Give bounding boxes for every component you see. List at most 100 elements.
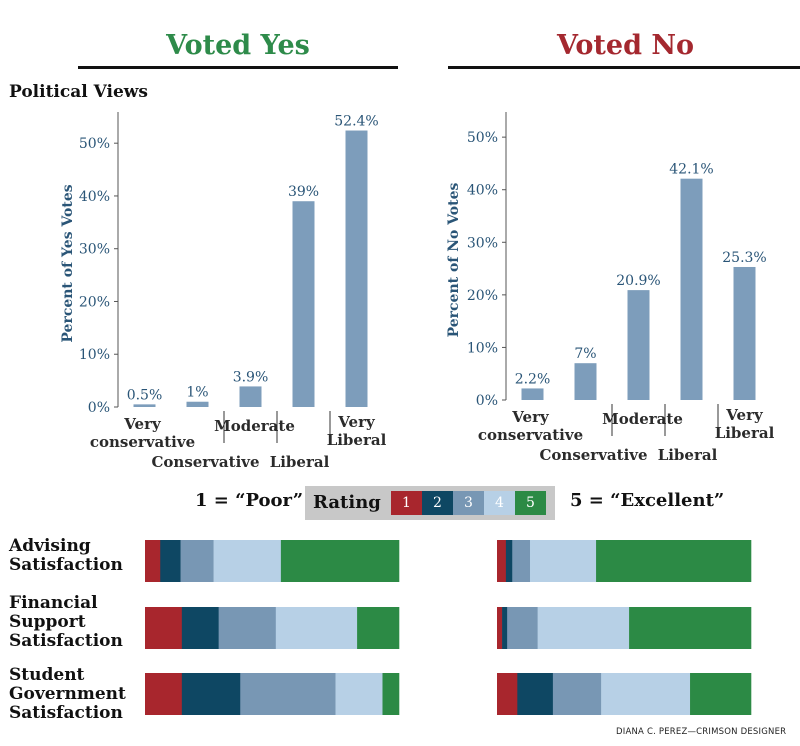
financial-support-satisfaction-label: Financial Support Satisfaction: [9, 593, 123, 651]
stacked-segment-voted-no-financial-support-satisfaction-rating-5: [629, 607, 752, 649]
legend-excellent-label: 5 = “Excellent”: [570, 490, 725, 511]
category-label: Very: [725, 406, 764, 424]
y-axis-label: Percent of Yes Votes: [60, 184, 76, 342]
category-label: Very: [511, 408, 550, 426]
y-tick-label: 30%: [79, 242, 110, 258]
category-label: Very: [123, 415, 162, 433]
rating-swatch-3: 3: [453, 491, 484, 515]
stacked-segment-voted-yes-advising-satisfaction-rating-2: [160, 540, 181, 582]
voted-no-heading: Voted No: [556, 30, 695, 61]
bar-very-liberal: [733, 266, 756, 400]
stacked-segment-voted-no-financial-support-satisfaction-rating-2: [502, 607, 508, 649]
stacked-segment-voted-yes-student-government-satisfaction-rating-4: [335, 673, 383, 715]
bar-moderate: [239, 386, 262, 407]
stacked-segment-voted-no-financial-support-satisfaction-rating-4: [537, 607, 630, 649]
stacked-segment-voted-yes-financial-support-satisfaction-rating-3: [218, 607, 277, 649]
rating-swatch-4: 4: [484, 491, 515, 515]
y-tick-label: 30%: [467, 235, 498, 251]
voted-yes-chart: 0% 10% 20% 30% 40% 50% Percent of Yes Votes 0.5…: [60, 112, 387, 471]
stacked-segment-voted-no-financial-support-satisfaction-rating-1: [497, 607, 503, 649]
stacked-segment-voted-yes-student-government-satisfaction-rating-2: [181, 673, 241, 715]
y-tick-label: 0%: [476, 393, 498, 409]
legend-poor-label: 1 = “Poor”: [195, 490, 304, 511]
value-label: 0.5%: [127, 387, 163, 403]
y-tick-label: 40%: [467, 183, 498, 199]
stacked-segment-voted-yes-student-government-satisfaction-rating-3: [240, 673, 336, 715]
voted-yes-rule: [78, 66, 398, 69]
value-label: 39%: [288, 184, 319, 200]
bar-very-conservative: [521, 388, 544, 400]
political-views-label: Political Views: [9, 82, 149, 102]
voted-no-chart: 0% 10% 20% 30% 40% 50% Percent of No Votes 2.2%…: [446, 112, 775, 464]
stacked-segment-voted-no-advising-satisfaction-rating-5: [596, 540, 752, 582]
y-axis-label: Percent of No Votes: [446, 182, 462, 337]
category-label: Conservative: [539, 446, 647, 464]
rating-swatch-2: 2: [422, 491, 453, 515]
stacked-segment-voted-no-financial-support-satisfaction-rating-3: [507, 607, 538, 649]
y-tick-label: 0%: [88, 400, 110, 416]
value-label: 20.9%: [616, 273, 660, 289]
category-label: conservative: [90, 433, 195, 451]
category-label: Conservative: [151, 453, 259, 471]
category-label: Very: [337, 413, 376, 431]
value-label: 52.4%: [334, 114, 378, 130]
bar-moderate: [627, 290, 650, 400]
stacked-segment-voted-no-advising-satisfaction-rating-1: [497, 540, 507, 582]
stacked-segment-voted-yes-advising-satisfaction-rating-5: [280, 540, 400, 582]
stacked-segment-voted-no-student-government-satisfaction-rating-5: [690, 673, 752, 715]
y-tick-label: 50%: [467, 130, 498, 146]
stacked-segment-voted-no-student-government-satisfaction-rating-4: [601, 673, 691, 715]
voted-yes-heading: Voted Yes: [166, 30, 310, 61]
bar-very-conservative: [133, 404, 156, 407]
stacked-segment-voted-no-advising-satisfaction-rating-2: [505, 540, 513, 582]
voted-no-rule: [448, 66, 800, 69]
stacked-segment-voted-yes-advising-satisfaction-rating-4: [213, 540, 282, 582]
y-tick-label: 20%: [79, 294, 110, 310]
category-label: conservative: [478, 426, 583, 444]
bar-conservative: [574, 363, 597, 400]
category-label: Liberal: [270, 453, 330, 471]
bar-conservative: [186, 401, 209, 407]
y-tick-label: 40%: [79, 189, 110, 205]
y-tick-label: 10%: [467, 340, 498, 356]
advising-satisfaction-label: Advising Satisfaction: [9, 536, 123, 575]
rating-swatch-5: 5: [515, 491, 546, 515]
stacked-segment-voted-no-student-government-satisfaction-rating-3: [552, 673, 602, 715]
stacked-segment-voted-yes-financial-support-satisfaction-rating-1: [145, 607, 183, 649]
stacked-segment-voted-no-advising-satisfaction-rating-3: [512, 540, 531, 582]
stacked-segment-voted-yes-financial-support-satisfaction-rating-4: [275, 607, 358, 649]
y-tick-label: 20%: [467, 288, 498, 304]
category-label: Moderate: [214, 417, 295, 435]
stacked-segment-voted-no-advising-satisfaction-rating-4: [530, 540, 597, 582]
stacked-segment-voted-yes-financial-support-satisfaction-rating-2: [181, 607, 219, 649]
stacked-segment-voted-yes-financial-support-satisfaction-rating-5: [357, 607, 400, 649]
stacked-segment-voted-no-student-government-satisfaction-rating-1: [497, 673, 518, 715]
stacked-segment-voted-no-student-government-satisfaction-rating-2: [517, 673, 554, 715]
y-tick-label: 50%: [79, 136, 110, 152]
stacked-segment-voted-yes-student-government-satisfaction-rating-1: [145, 673, 183, 715]
y-tick-label: 10%: [79, 347, 110, 363]
category-label: Liberal: [327, 431, 387, 449]
rating-swatch-1: 1: [391, 491, 422, 515]
value-label: 7%: [574, 346, 596, 362]
rating-legend-title: Rating: [313, 492, 381, 513]
value-label: 42.1%: [669, 162, 713, 178]
satisfaction-stacked-bars: [145, 540, 752, 715]
designer-credit: DIANA C. PEREZ—CRIMSON DESIGNER: [616, 727, 787, 737]
category-label: Liberal: [715, 424, 775, 442]
value-label: 25.3%: [722, 250, 766, 266]
value-label: 1%: [186, 385, 208, 401]
category-label: Moderate: [602, 410, 683, 428]
bar-liberal: [680, 178, 703, 400]
value-label: 3.9%: [233, 369, 269, 385]
stacked-segment-voted-yes-advising-satisfaction-rating-1: [145, 540, 161, 582]
value-label: 2.2%: [515, 371, 551, 387]
bar-very-liberal: [345, 130, 368, 407]
category-label: Liberal: [658, 446, 718, 464]
stacked-segment-voted-yes-advising-satisfaction-rating-3: [180, 540, 214, 582]
student-government-satisfaction-label: Student Government Satisfaction: [9, 665, 126, 723]
stacked-segment-voted-yes-student-government-satisfaction-rating-5: [382, 673, 400, 715]
bar-liberal: [292, 201, 315, 407]
